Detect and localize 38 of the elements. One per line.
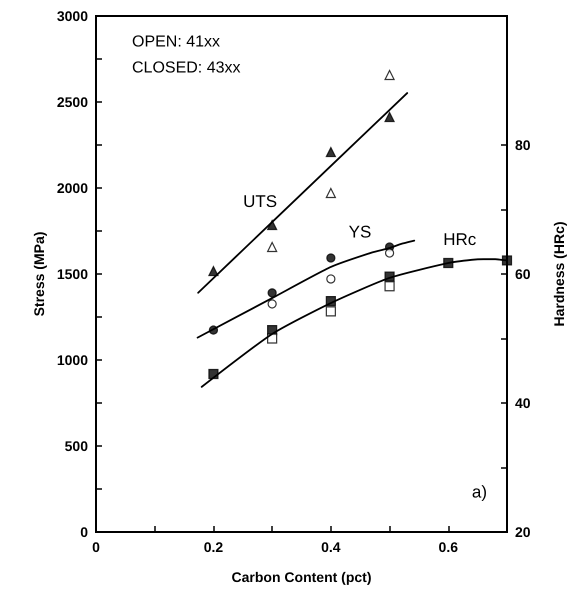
point (384, 248, 394, 258)
x-tick-label: 0 (92, 539, 100, 555)
y2-tick-label: 60 (515, 266, 531, 282)
point (326, 306, 336, 317)
point (326, 274, 336, 284)
series-label: YS (348, 222, 372, 242)
x-tick-label: 0.6 (438, 539, 458, 555)
y-tick-label: 3000 (56, 8, 88, 24)
y-tick-label: 2000 (56, 180, 88, 196)
annotation: OPEN: 41xx (132, 34, 220, 50)
x-tick-label: 0.4 (321, 539, 341, 555)
series-label: HRc (443, 230, 477, 249)
annotation: a) (472, 482, 487, 502)
y-tick-label: 500 (64, 438, 88, 454)
point (326, 253, 336, 263)
point (267, 242, 278, 252)
y-tick-label: 1500 (56, 266, 88, 282)
series-label: UTS (243, 192, 278, 212)
y2-tick-label: 40 (515, 395, 531, 411)
point (208, 266, 219, 276)
x-axis-title: Carbon Content (pct) (232, 569, 372, 585)
y-tick-label: 1000 (56, 352, 88, 368)
point (268, 288, 277, 298)
point (384, 70, 395, 80)
y-tick-label: 0 (80, 524, 88, 540)
point (384, 281, 395, 292)
y2-axis-title: Hardness (HRc) (551, 221, 567, 327)
y2-tick-label: 20 (515, 524, 531, 540)
line-series (196, 240, 416, 339)
y-axis-title: Stress (MPa) (30, 232, 47, 316)
point (326, 188, 336, 198)
y-tick-label: 2500 (56, 94, 88, 110)
point (326, 146, 336, 158)
point (268, 299, 277, 309)
annotation: CLOSED: 43xx (132, 60, 240, 76)
y2-tick-label: 80 (515, 137, 531, 153)
x-tick-label: 0.2 (204, 539, 224, 555)
point (384, 112, 395, 122)
